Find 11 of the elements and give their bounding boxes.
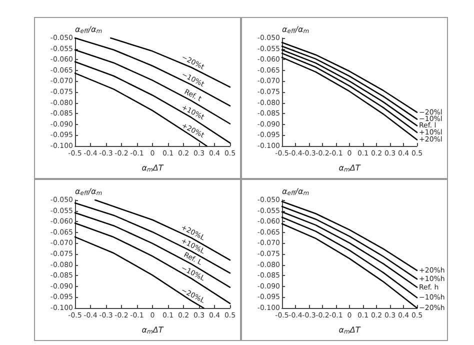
line-series [74, 222, 231, 304]
line-series [74, 72, 208, 147]
line-series [281, 200, 418, 272]
line-series [74, 212, 231, 288]
line-series [94, 199, 231, 261]
line-series [281, 211, 418, 288]
line-series [74, 49, 231, 124]
line-series [281, 216, 418, 298]
line-series [110, 37, 231, 88]
line-series [74, 37, 231, 106]
line-series [281, 206, 418, 280]
